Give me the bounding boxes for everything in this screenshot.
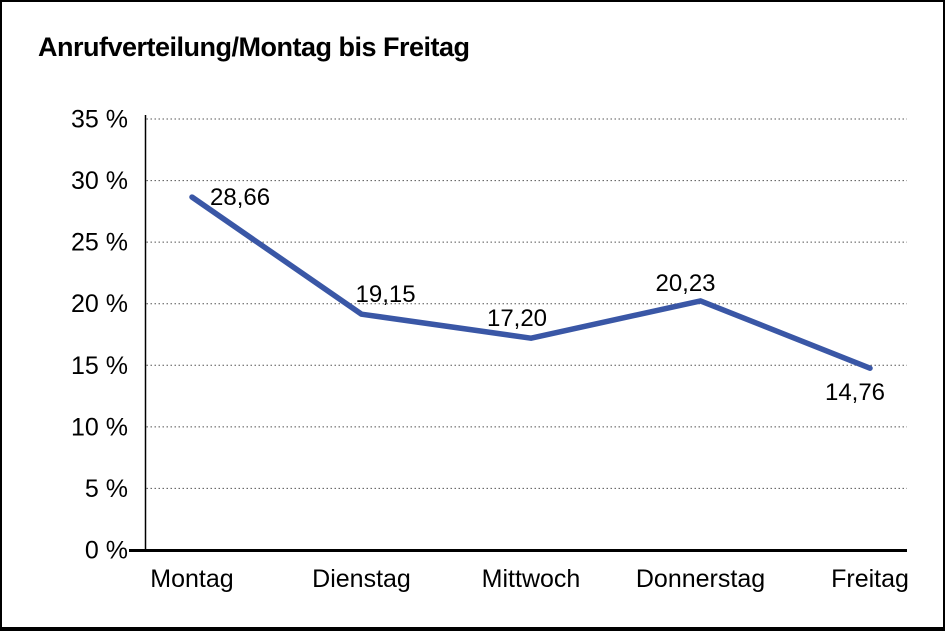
data-point-label: 14,76 [825,379,885,406]
chart-title: Anrufverteilung/Montag bis Freitag [38,32,470,62]
y-tick-label: 5 % [85,475,128,503]
data-point-label: 28,66 [210,184,270,211]
y-tick-label: 35 % [71,106,128,134]
x-category-label: Montag [150,565,233,593]
y-tick-label: 0 % [85,537,128,565]
x-category-label: Donnerstag [636,565,765,593]
y-tick-label: 15 % [71,352,128,380]
y-tick-label: 20 % [71,290,128,318]
x-category-label: Dienstag [312,565,411,593]
y-tick-label: 30 % [71,167,128,195]
data-point-label: 19,15 [356,281,416,308]
data-line [189,194,873,371]
y-tick-label: 25 % [71,229,128,257]
y-tick-label: 10 % [71,413,128,441]
data-point-label: 20,23 [655,270,715,297]
data-point-label: 17,20 [487,305,547,332]
x-category-label: Freitag [831,565,909,593]
x-category-label: Mittwoch [482,565,581,593]
